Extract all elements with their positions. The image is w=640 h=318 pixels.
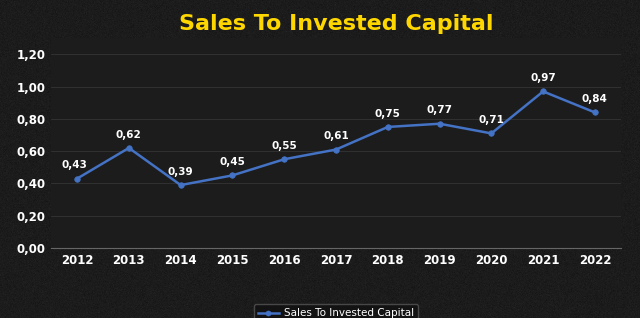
Title: Sales To Invested Capital: Sales To Invested Capital <box>179 14 493 34</box>
Sales To Invested Capital <box>73 177 81 181</box>
Sales To Invested Capital <box>488 132 495 135</box>
Text: 0,61: 0,61 <box>323 131 349 141</box>
Text: 0,43: 0,43 <box>61 160 87 170</box>
Sales To Invested Capital <box>332 148 340 151</box>
Text: 0,97: 0,97 <box>531 73 556 83</box>
Sales To Invested Capital <box>228 174 236 177</box>
Text: 0,84: 0,84 <box>582 94 608 104</box>
Sales To Invested Capital <box>540 90 547 93</box>
Sales To Invested Capital <box>125 146 132 150</box>
Sales To Invested Capital <box>384 125 392 129</box>
Sales To Invested Capital <box>280 157 288 161</box>
Legend: Sales To Invested Capital: Sales To Invested Capital <box>253 304 419 318</box>
Text: 0,39: 0,39 <box>168 167 193 177</box>
Text: 0,71: 0,71 <box>479 115 504 125</box>
Text: 0,45: 0,45 <box>220 157 245 167</box>
Sales To Invested Capital <box>436 122 444 126</box>
Text: 0,77: 0,77 <box>427 105 452 115</box>
Sales To Invested Capital <box>591 111 599 114</box>
Text: 0,55: 0,55 <box>271 141 297 151</box>
Sales To Invested Capital <box>177 183 184 187</box>
Text: 0,75: 0,75 <box>375 109 401 119</box>
Line: Sales To Invested Capital: Sales To Invested Capital <box>74 89 598 188</box>
Text: 0,62: 0,62 <box>116 130 141 140</box>
